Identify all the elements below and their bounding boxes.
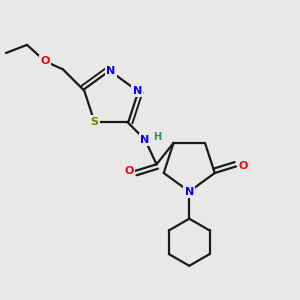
Text: O: O bbox=[124, 166, 134, 176]
Text: N: N bbox=[140, 135, 150, 145]
Text: S: S bbox=[90, 117, 98, 127]
Text: O: O bbox=[40, 56, 50, 66]
Text: N: N bbox=[106, 67, 116, 76]
Text: N: N bbox=[133, 86, 142, 96]
Text: H: H bbox=[153, 131, 162, 142]
Text: N: N bbox=[184, 187, 194, 196]
Text: O: O bbox=[238, 161, 248, 172]
